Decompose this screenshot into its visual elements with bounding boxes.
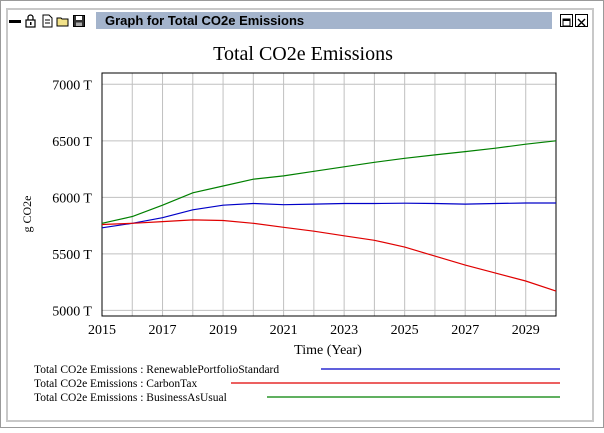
chart-grid bbox=[102, 73, 556, 316]
document-icon[interactable] bbox=[40, 14, 54, 28]
close-icon bbox=[577, 18, 586, 27]
restore-icon bbox=[562, 18, 571, 27]
x-tick-label: 2017 bbox=[149, 323, 177, 338]
legend-label: Total CO2e Emissions : RenewablePortfoli… bbox=[34, 364, 279, 376]
legend-label: Total CO2e Emissions : BusinessAsUsual bbox=[34, 392, 227, 404]
titlebar-toolbar bbox=[8, 12, 94, 29]
series-lines bbox=[101, 140, 557, 292]
x-tick-label: 2029 bbox=[512, 323, 540, 338]
close-button[interactable] bbox=[575, 14, 588, 27]
restore-button[interactable] bbox=[560, 14, 573, 27]
window-title: Graph for Total CO2e Emissions bbox=[96, 12, 552, 29]
x-tick-label: 2015 bbox=[88, 323, 116, 338]
x-tick-label: 2021 bbox=[270, 323, 298, 338]
x-axis-ticks: 2015 2017 2019 2021 2023 2025 2027 2029 bbox=[88, 323, 540, 338]
x-axis-label: Time (Year) bbox=[294, 343, 362, 358]
x-tick-label: 2025 bbox=[391, 323, 419, 338]
minimize-bar-icon[interactable] bbox=[8, 14, 22, 28]
x-tick-label: 2027 bbox=[451, 323, 479, 338]
legend-label: Total CO2e Emissions : CarbonTax bbox=[34, 378, 197, 390]
y-tick-label: 5500 T bbox=[52, 248, 92, 263]
save-icon[interactable] bbox=[72, 14, 86, 28]
y-tick-label: 6000 T bbox=[52, 191, 92, 206]
x-tick-label: 2023 bbox=[330, 323, 358, 338]
plot-frame bbox=[101, 72, 557, 317]
y-axis-ticks: 5000 T 5500 T 6000 T 6500 T 7000 T bbox=[52, 78, 92, 319]
chart-legend: Total CO2e Emissions : RenewablePortfoli… bbox=[34, 364, 560, 404]
series-line bbox=[101, 202, 556, 229]
series-line bbox=[101, 140, 557, 224]
series-line bbox=[101, 219, 557, 292]
x-tick-label: 2019 bbox=[209, 323, 237, 338]
lock-icon[interactable] bbox=[24, 13, 38, 28]
graph-window-frame bbox=[6, 8, 594, 422]
y-tick-label: 6500 T bbox=[52, 135, 92, 150]
window-titlebar[interactable]: Graph for Total CO2e Emissions bbox=[8, 10, 592, 31]
y-tick-label: 5000 T bbox=[52, 304, 92, 319]
y-tick-label: 7000 T bbox=[52, 78, 92, 93]
y-axis-label: g CO2e bbox=[20, 196, 34, 233]
folder-icon[interactable] bbox=[56, 14, 70, 28]
chart-title: Total CO2e Emissions bbox=[213, 43, 393, 65]
